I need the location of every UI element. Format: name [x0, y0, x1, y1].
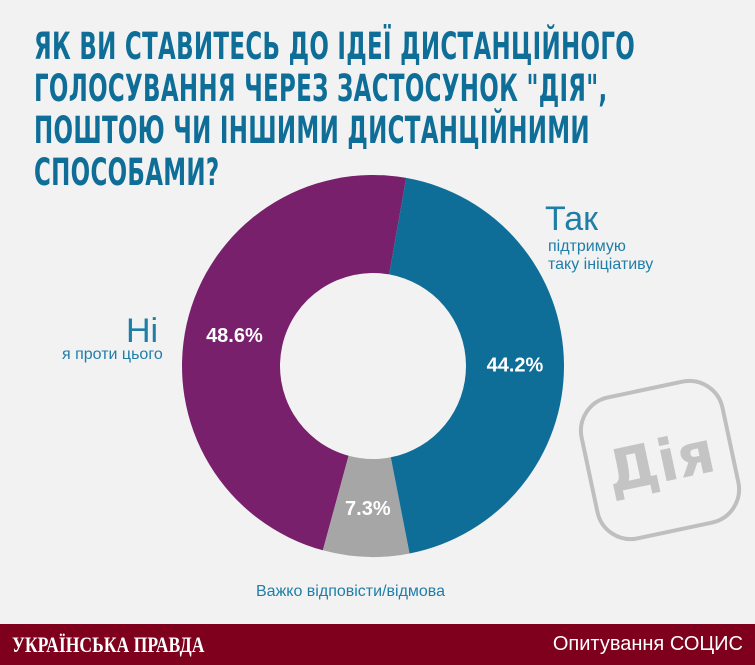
data-label-1: 7.3% [345, 498, 391, 520]
label-yes: Так [545, 200, 599, 238]
source-text: Опитування СОЦИС [552, 633, 743, 655]
slice-0 [389, 177, 564, 554]
data-label-0: 44.2% [487, 355, 544, 377]
svg-text:Дія: Дія [600, 417, 721, 506]
label-no-sub: я проти цього [62, 346, 163, 363]
label-yes-sub1: підтримую [548, 238, 626, 255]
label-no: Ні [126, 312, 159, 350]
chart-title: ЯК ВИ СТАВИТЕСЬ ДО ІДЕЇ ДИСТАНЦІЙНОГО ГО… [34, 25, 636, 194]
brand-logo: УКРАЇНСЬКА ПРАВДА [12, 632, 205, 657]
diia-logo: Дія [578, 378, 742, 542]
slice-1 [322, 455, 410, 557]
label-hard: Важко відповісти/відмова [256, 583, 446, 600]
data-label-2: 48.6% [206, 325, 263, 347]
footer: УКРАЇНСЬКА ПРАВДА Опитування СОЦИС [0, 624, 755, 665]
slice-2 [181, 174, 407, 551]
label-yes-sub2: таку ініціативу [548, 256, 654, 273]
